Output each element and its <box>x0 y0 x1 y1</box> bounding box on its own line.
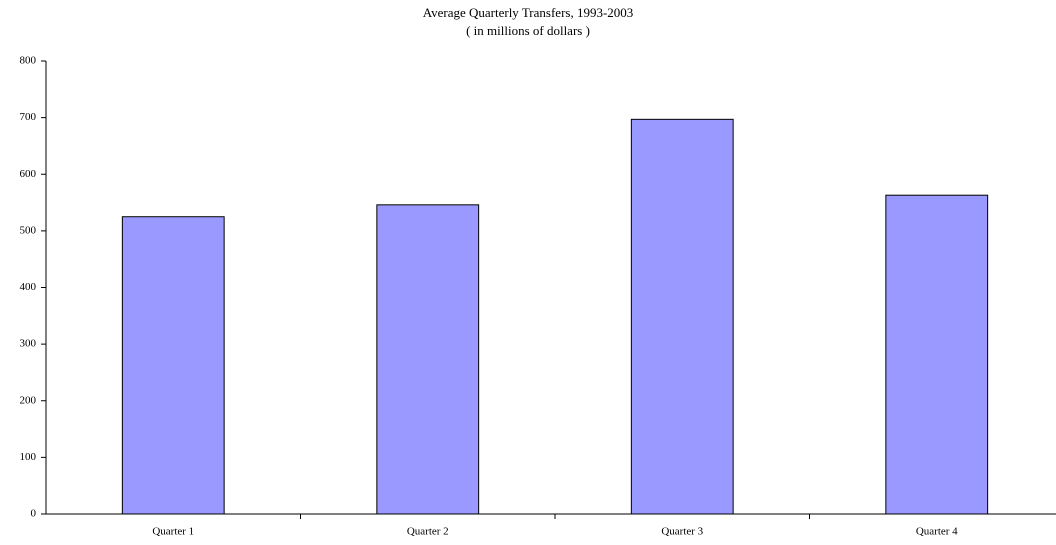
chart-subtitle: ( in millions of dollars ) <box>466 23 590 38</box>
x-tick-label: Quarter 4 <box>916 526 958 538</box>
bar <box>121 216 225 515</box>
bar <box>885 194 989 515</box>
y-tick-label: 800 <box>20 55 37 67</box>
y-tick-label: 700 <box>20 111 37 123</box>
chart-title: Average Quarterly Transfers, 1993-2003 <box>423 5 634 20</box>
y-tick-label: 600 <box>20 168 37 180</box>
y-tick-label: 0 <box>31 508 37 520</box>
y-tick-label: 500 <box>20 224 37 236</box>
y-tick-label: 300 <box>20 338 37 350</box>
x-tick-label: Quarter 1 <box>152 526 194 538</box>
y-tick-label: 400 <box>20 281 37 293</box>
x-tick-label: Quarter 2 <box>407 526 449 538</box>
x-tick-label: Quarter 3 <box>661 526 703 538</box>
bar <box>630 118 734 515</box>
y-tick-label: 100 <box>20 451 37 463</box>
bar <box>376 204 480 515</box>
y-tick-label: 200 <box>20 394 37 406</box>
